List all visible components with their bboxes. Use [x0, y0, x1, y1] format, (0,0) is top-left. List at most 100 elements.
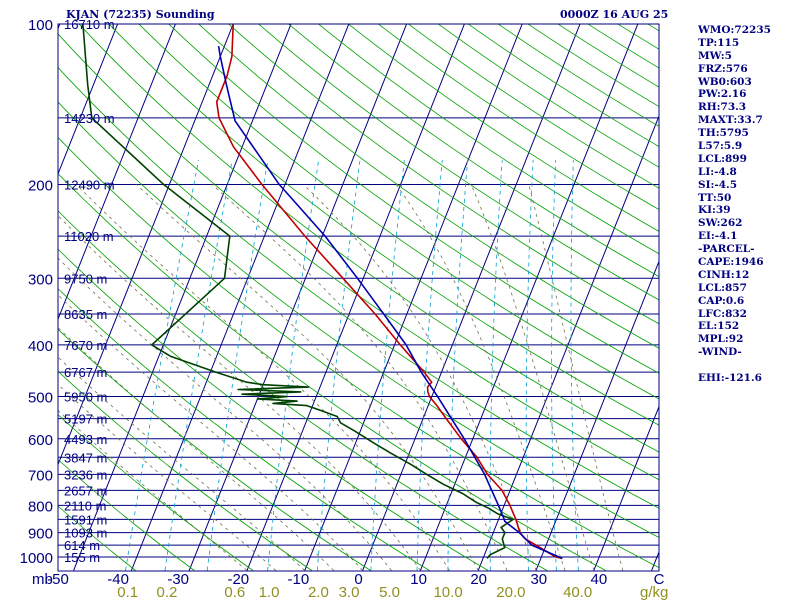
- temperature-tick-label: -10: [288, 571, 310, 588]
- pressure-tick-label: 1000: [20, 550, 53, 567]
- pressure-unit-label: mb: [32, 571, 53, 588]
- isotherm: [535, 259, 659, 571]
- pressure-tick-label: 200: [28, 177, 53, 194]
- isotherm: [246, 24, 465, 571]
- index-row: LCL:899: [698, 152, 747, 165]
- dry-adiabat: [58, 370, 313, 571]
- index-row: SI:-4.5: [698, 178, 737, 191]
- dry-adiabat: [58, 66, 659, 509]
- moist-adiabat: [470, 184, 595, 571]
- mixing-ratio-label: 40.0: [563, 584, 592, 600]
- dry-adiabat: [58, 414, 254, 571]
- indices-panel: WMO:72235 TP:115 MW:5 FRZ:576 WB0:603 PW:2.16…: [698, 24, 771, 385]
- station-title: KJAN (72235) Sounding: [66, 8, 215, 21]
- isotherm: [58, 24, 234, 466]
- index-row: PW:2.16: [698, 88, 747, 101]
- moist-adiabat: [76, 184, 450, 571]
- index-row: -PARCEL-: [698, 243, 755, 256]
- index-row: MW:5: [698, 49, 732, 62]
- height-label: 5950 m: [64, 390, 107, 405]
- pressure-tick-label: 400: [28, 338, 53, 355]
- index-row: LI:-4.8: [698, 165, 737, 178]
- isotherm: [58, 24, 61, 30]
- index-row: EI:-4.1: [698, 230, 738, 243]
- pressure-tick-label: 100: [28, 17, 53, 34]
- index-row: WB0:603: [698, 75, 752, 88]
- mixing-ratio-label: 1.0: [259, 584, 280, 600]
- height-label: 1093 m: [64, 526, 107, 541]
- temperature-tick-label: -50: [47, 571, 69, 588]
- pressure-tick-label: 600: [28, 432, 53, 449]
- mixing-ratio-label: 20.0: [496, 584, 525, 600]
- mixing-ratio-line: [370, 160, 405, 571]
- pressure-tick-label: 500: [28, 390, 53, 407]
- height-label: 16710 m: [64, 17, 115, 32]
- index-row: EL:152: [698, 320, 740, 333]
- moist-adiabat: [58, 327, 334, 571]
- index-row: CINH:12: [698, 268, 750, 281]
- index-row: FRZ:576: [698, 62, 748, 75]
- index-row: SW:262: [698, 217, 743, 230]
- index-row: CAP:0.6: [698, 294, 745, 307]
- index-row: MPL:92: [698, 333, 744, 346]
- dewpoint-line: [82, 24, 514, 559]
- dry-adiabat: [138, 24, 659, 400]
- index-row: [698, 359, 771, 372]
- temperature-tick-label: 10: [410, 571, 427, 588]
- mixing-ratio-line: [551, 160, 557, 571]
- isotherm: [58, 24, 176, 321]
- plot-frame: [57, 23, 660, 572]
- temperature-tick-label: -20: [227, 571, 249, 588]
- dry-adiabat: [58, 101, 659, 538]
- height-label: 9750 m: [64, 271, 107, 286]
- height-label: 1591 m: [64, 512, 107, 527]
- index-row: TP:115: [698, 36, 740, 49]
- isotherm: [304, 24, 523, 571]
- moist-adiabat: [395, 184, 566, 571]
- dry-adiabat: [58, 459, 195, 571]
- height-label: 11020 m: [64, 229, 114, 244]
- mixing-ratio-label: 0.6: [224, 584, 245, 600]
- height-label: 14230 m: [64, 111, 115, 126]
- index-row: LCL:857: [698, 281, 747, 294]
- height-label: 8635 m: [64, 307, 107, 322]
- index-row: WMO:72235: [698, 24, 771, 36]
- dry-adiabat: [257, 24, 659, 301]
- index-row: KI:39: [698, 204, 731, 217]
- mixing-ratio-line: [447, 160, 468, 571]
- mixing-ratio-line: [489, 160, 503, 571]
- index-row: TT:50: [698, 191, 732, 204]
- dry-adiabat: [78, 24, 659, 453]
- dry-adiabat: [58, 328, 371, 571]
- dry-adiabat: [58, 173, 606, 571]
- dry-adiabat: [168, 24, 659, 374]
- isotherm: [593, 405, 659, 571]
- dry-adiabat: [58, 210, 548, 571]
- temperature-tick-label: 20: [470, 571, 487, 588]
- height-label: 614 m: [64, 538, 100, 553]
- dry-adiabat: [228, 24, 659, 325]
- height-label: 7670 m: [64, 338, 107, 353]
- mixing-ratio-line: [125, 160, 199, 571]
- index-row: CAPE:1946: [698, 256, 764, 269]
- height-label: 155 m: [64, 550, 100, 565]
- grid-layer: [0, 12, 659, 571]
- dry-adiabat: [108, 24, 659, 426]
- temperature-tick-label: C: [654, 571, 665, 588]
- parcel-line: [217, 45, 563, 560]
- mixing-ratio-label: 5.0: [379, 584, 400, 600]
- mixing-ratio-line: [570, 160, 579, 571]
- isotherm: [477, 114, 659, 571]
- index-row: MAXT:33.7: [698, 114, 763, 127]
- height-label: 3847 m: [64, 450, 107, 465]
- index-row: EHI:-121.6: [698, 372, 762, 385]
- dry-adiabat: [58, 248, 489, 571]
- isotherm: [0, 12, 7, 570]
- dry-adiabat: [317, 24, 659, 255]
- dry-adiabat: [58, 33, 659, 481]
- height-label: 2110 m: [64, 498, 106, 513]
- dry-adiabat: [198, 24, 659, 349]
- moist-adiabat: [211, 184, 508, 571]
- moist-adiabat: [58, 294, 363, 571]
- index-row: TH:5795: [698, 127, 749, 140]
